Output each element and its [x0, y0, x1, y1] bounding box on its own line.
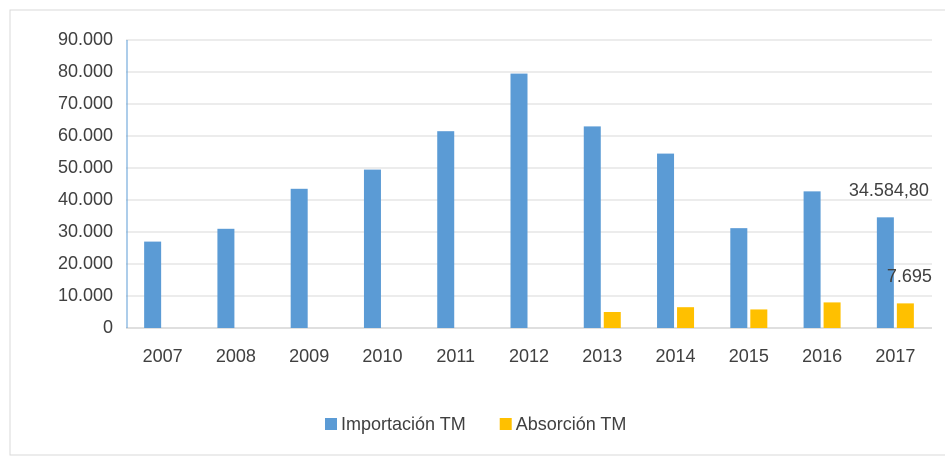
bar [510, 73, 528, 328]
data-label: 7.695 [887, 266, 932, 286]
y-tick-label: 90.000 [58, 29, 113, 49]
bar [876, 217, 894, 328]
bar [583, 126, 601, 329]
x-tick-label: 2013 [582, 346, 622, 366]
legend-swatch [499, 418, 512, 430]
y-tick-label: 70.000 [58, 93, 113, 113]
bar [144, 241, 162, 328]
y-tick-label: 40.000 [58, 189, 113, 209]
bar [803, 191, 821, 328]
x-tick-label: 2015 [729, 346, 769, 366]
x-tick-label: 2012 [509, 346, 549, 366]
bar [750, 309, 768, 328]
x-tick-label: 2017 [875, 346, 915, 366]
bar [290, 188, 308, 328]
y-tick-label: 60.000 [58, 125, 113, 145]
x-tick-label: 2016 [802, 346, 842, 366]
x-tick-label: 2008 [216, 346, 256, 366]
y-tick-label: 50.000 [58, 157, 113, 177]
bar [677, 307, 695, 328]
y-tick-label: 0 [103, 317, 113, 337]
bar [730, 228, 748, 328]
y-tick-label: 10.000 [58, 285, 113, 305]
y-tick-label: 30.000 [58, 221, 113, 241]
bar [657, 153, 675, 328]
x-tick-label: 2010 [362, 346, 402, 366]
bar [363, 169, 381, 328]
bar [896, 303, 914, 328]
bar [437, 131, 455, 328]
legend-label: Absorción TM [516, 414, 627, 434]
bar [823, 302, 841, 328]
legend-label: Importación TM [341, 414, 466, 434]
x-tick-label: 2011 [436, 346, 475, 366]
y-tick-label: 80.000 [58, 61, 113, 81]
x-tick-label: 2014 [656, 346, 696, 366]
bar [217, 228, 235, 328]
x-tick-label: 2007 [143, 346, 183, 366]
bar [603, 312, 621, 328]
y-tick-label: 20.000 [58, 253, 113, 273]
x-tick-label: 2009 [289, 346, 329, 366]
data-label: 34.584,80 [849, 180, 929, 200]
legend-swatch [325, 418, 337, 430]
